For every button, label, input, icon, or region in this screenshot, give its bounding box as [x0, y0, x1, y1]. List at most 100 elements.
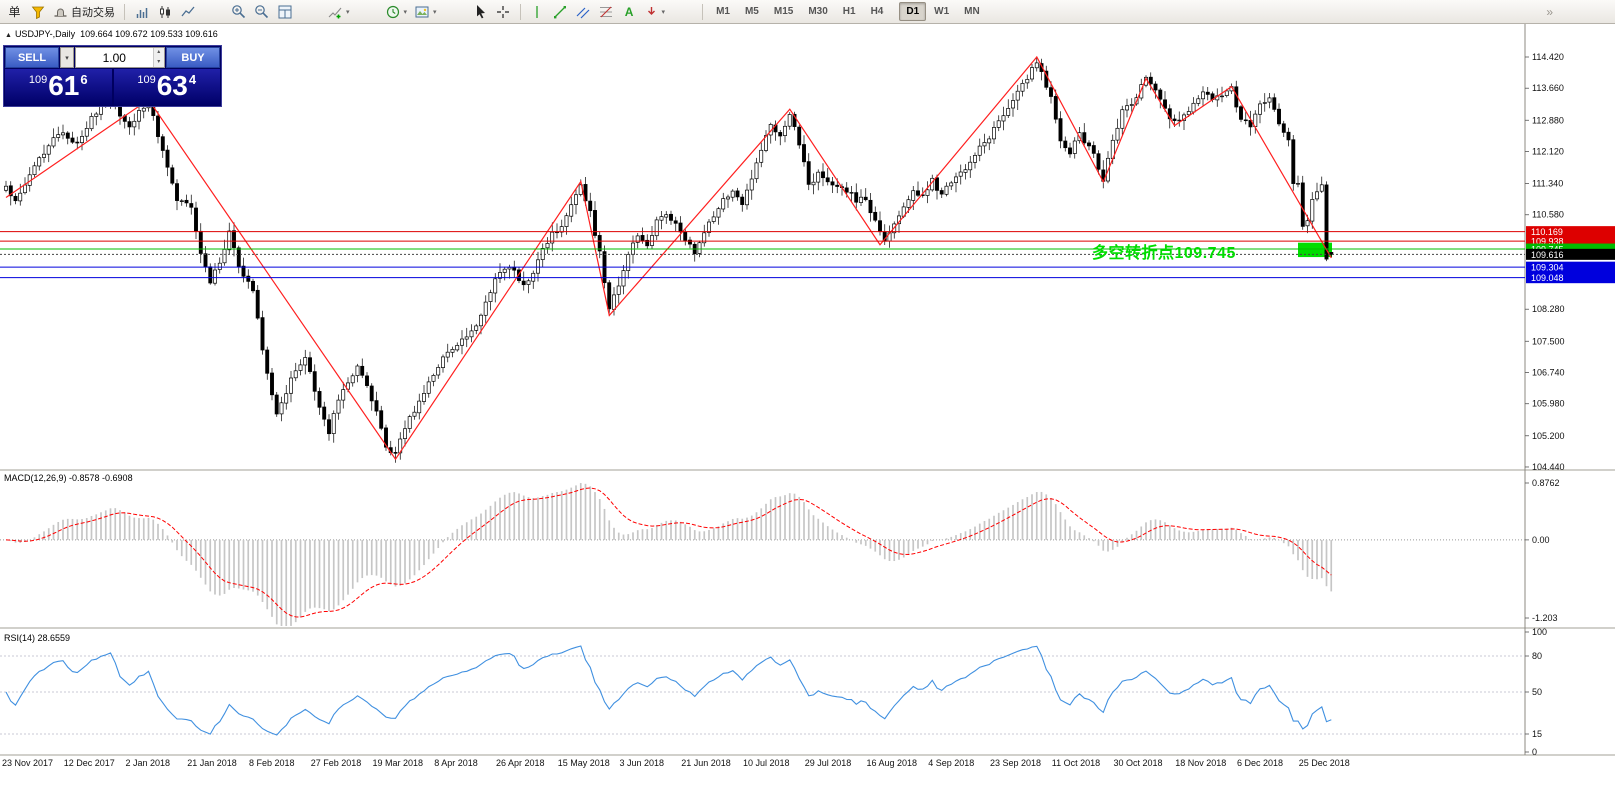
toolbar-separator: [519, 3, 521, 20]
cursor-button[interactable]: [470, 2, 491, 22]
bid-pipette: 6: [80, 72, 88, 87]
bid-price-display[interactable]: 109 61 6: [5, 69, 112, 105]
date-label: 21 Jun 2018: [681, 758, 731, 768]
zigzag-line: [5, 55, 1332, 461]
volume-spinner: ▴ ▾: [152, 48, 164, 67]
tile-windows-button[interactable]: [274, 2, 295, 22]
timeframe-h4[interactable]: H4: [864, 2, 891, 21]
date-label: 11 Oct 2018: [1052, 758, 1100, 768]
line-chart-icon: [180, 6, 194, 16]
line-chart-button[interactable]: [177, 2, 198, 22]
highlight-box: [1298, 242, 1332, 258]
arrow-down-icon: [647, 7, 655, 15]
trendline-button[interactable]: [550, 2, 571, 22]
price-tick-label: 112.880: [1532, 115, 1564, 125]
caret-icon: ▾: [346, 8, 350, 16]
date-label: 6 Dec 2018: [1237, 758, 1283, 768]
macd-tick-label: 0.00: [1532, 535, 1550, 545]
rsi-tick-label: 15: [1532, 729, 1542, 739]
arrows-button[interactable]: ▾: [642, 2, 669, 22]
timeframe-m15[interactable]: M15: [767, 2, 800, 21]
fibonacci-button[interactable]: [596, 2, 617, 22]
timeframe-toolbar: M1 M5 M15 M30 H1 H4 D1 W1 MN: [709, 2, 987, 21]
volume-input[interactable]: [76, 48, 153, 67]
macd-label: MACD(12,26,9) -0.8578 -0.6908: [4, 473, 133, 483]
bid-big-digits: 61: [48, 70, 80, 101]
candlestick-chart-button[interactable]: [154, 2, 175, 22]
periods-clock-button[interactable]: ▾: [383, 2, 411, 22]
vertical-line-button[interactable]: [527, 2, 548, 22]
symbol-period-label: USDJPY-,Daily: [14, 29, 76, 39]
date-label: 21 Jan 2018: [187, 758, 237, 768]
timeframe-m1[interactable]: M1: [709, 2, 737, 21]
candlestick-chart-icon: [159, 5, 170, 18]
timeframe-mn[interactable]: MN: [957, 2, 987, 21]
text-label-button[interactable]: A: [619, 2, 640, 22]
channel-icon: [576, 7, 590, 18]
toolbar-overflow-icon[interactable]: »: [1546, 4, 1553, 19]
date-label: 25 Dec 2018: [1299, 758, 1350, 768]
bar-chart-button[interactable]: [131, 2, 152, 22]
macd-tick-label: 0.8762: [1532, 478, 1560, 488]
funnel-button[interactable]: [27, 2, 48, 22]
date-label: 8 Apr 2018: [434, 758, 478, 768]
fibonacci-icon: [600, 6, 613, 17]
cursor-icon: [476, 5, 485, 19]
price-tick-label: 105.200: [1532, 431, 1565, 441]
price-tag-109.304: [1526, 261, 1615, 273]
crosshair-button[interactable]: [493, 2, 514, 22]
date-label: 8 Feb 2018: [249, 758, 295, 768]
spinner-up-icon[interactable]: ▴: [157, 49, 161, 55]
price-tick-label: 105.980: [1532, 399, 1565, 409]
timeframe-w1[interactable]: W1: [927, 2, 956, 21]
candlesticks: [4, 58, 1334, 463]
spinner-down-icon[interactable]: ▾: [157, 58, 161, 65]
price-tag-text: 109.048: [1531, 273, 1564, 283]
ask-price-display[interactable]: 109 63 4: [113, 69, 220, 105]
chart-window-icon: ▲: [5, 32, 12, 39]
rsi-tick-label: 100: [1532, 627, 1547, 637]
date-label: 4 Sep 2018: [928, 758, 974, 768]
crosshair-icon: [497, 5, 510, 18]
timeframe-h1[interactable]: H1: [836, 2, 863, 21]
rsi-tick-label: 50: [1532, 687, 1542, 697]
auto-trading-button[interactable]: 自动交易: [50, 2, 118, 22]
price-tick-label: 113.660: [1532, 83, 1564, 93]
rsi-tick-label: 80: [1532, 651, 1542, 661]
snapshot-button[interactable]: ▾: [412, 2, 440, 22]
date-label: 23 Sep 2018: [990, 758, 1041, 768]
trendline-icon: [554, 5, 567, 18]
sell-button[interactable]: SELL: [5, 47, 59, 68]
price-tick-label: 112.120: [1532, 146, 1564, 156]
timeframe-d1[interactable]: D1: [899, 2, 927, 21]
price-tag-text: 109.938: [1531, 237, 1564, 247]
price-tag-110.169: [1526, 226, 1615, 238]
price-tick-label: 111.340: [1532, 179, 1563, 189]
new-order-button[interactable]: 单: [4, 2, 25, 22]
price-tick-label: 108.280: [1532, 304, 1565, 314]
ask-pipette: 4: [188, 72, 197, 87]
auto-trading-label: 自动交易: [71, 6, 115, 19]
indicators-button[interactable]: ▾: [325, 2, 353, 22]
date-label: 18 Nov 2018: [1175, 758, 1226, 768]
funnel-icon: [31, 6, 44, 19]
caret-icon: ▾: [661, 8, 666, 16]
volume-dropdown-button[interactable]: ▾: [60, 47, 74, 68]
chart-canvas[interactable]: 114.420 113.660 112.880 112.120 111.340 110.5…: [0, 24, 1615, 796]
date-label: 10 Jul 2018: [743, 758, 790, 768]
timeframe-m5[interactable]: M5: [738, 2, 766, 21]
price-tag-109.938: [1526, 235, 1615, 247]
expert-hat-icon: [54, 8, 67, 17]
ask-big-digits: 63: [156, 70, 188, 101]
chart-title: ▲ USDJPY-,Daily 109.664 109.672 109.533 10…: [5, 29, 218, 39]
channel-button[interactable]: [573, 2, 594, 22]
price-tag-109.616: [1526, 248, 1615, 260]
buy-button[interactable]: BUY: [166, 47, 220, 68]
zoom-out-button[interactable]: [251, 2, 272, 22]
date-label: 15 May 2018: [558, 758, 610, 768]
clock-icon: [386, 5, 399, 18]
date-label: 16 Aug 2018: [867, 758, 918, 768]
timeframe-m30[interactable]: M30: [801, 2, 834, 21]
bar-chart-icon: [136, 7, 147, 18]
zoom-in-button[interactable]: [228, 2, 249, 22]
